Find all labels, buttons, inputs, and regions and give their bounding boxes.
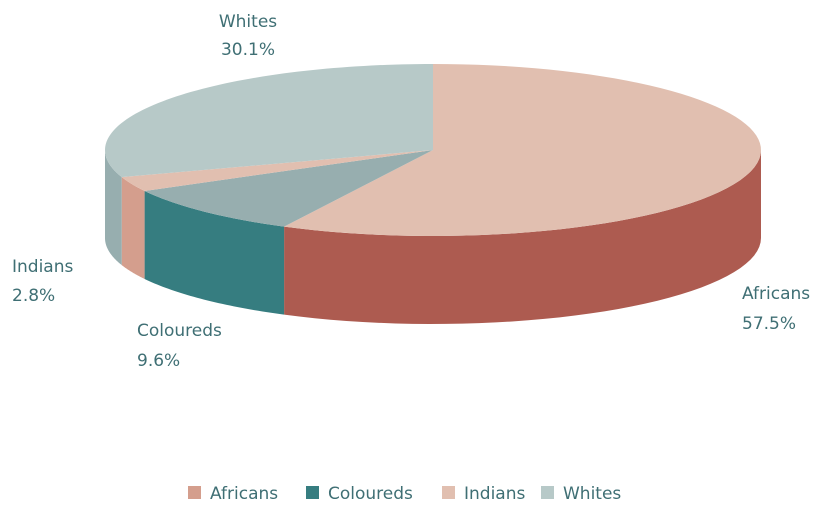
legend-swatch-indians xyxy=(442,486,455,499)
pie-slice-indians xyxy=(121,150,433,191)
legend-label-whites: Whites xyxy=(563,484,621,504)
pie-side-walls xyxy=(105,150,761,324)
data-label-indians-value: 2.8% xyxy=(12,286,55,306)
data-label-coloureds-value: 9.6% xyxy=(137,351,180,371)
pie-top-faces xyxy=(105,64,761,236)
data-label-whites-value: 30.1% xyxy=(221,40,275,60)
legend-swatch-coloureds xyxy=(306,486,319,499)
legend-label-indians: Indians xyxy=(464,484,525,504)
data-labels: Whites 30.1% Indians 2.8% Coloureds 9.6%… xyxy=(12,12,810,371)
pie-side-indians xyxy=(121,177,145,279)
data-label-indians-name: Indians xyxy=(12,257,73,277)
data-label-africans-value: 57.5% xyxy=(742,314,796,334)
pie-slice-africans xyxy=(284,64,761,236)
legend: Africans Coloureds Indians Whites xyxy=(188,484,621,504)
data-label-coloureds-name: Coloureds xyxy=(137,321,222,341)
pie-slice-whites xyxy=(105,64,434,178)
data-label-africans-name: Africans xyxy=(742,284,810,304)
pie-side-africans xyxy=(284,150,761,324)
legend-swatch-whites xyxy=(541,486,554,499)
legend-label-africans: Africans xyxy=(210,484,278,504)
pie-side-coloureds xyxy=(144,190,285,315)
data-label-whites-name: Whites xyxy=(219,12,277,32)
pie-side-whites xyxy=(105,150,122,266)
legend-swatch-africans xyxy=(188,486,201,499)
legend-label-coloureds: Coloureds xyxy=(328,484,413,504)
pie-slice-coloureds xyxy=(144,150,433,227)
